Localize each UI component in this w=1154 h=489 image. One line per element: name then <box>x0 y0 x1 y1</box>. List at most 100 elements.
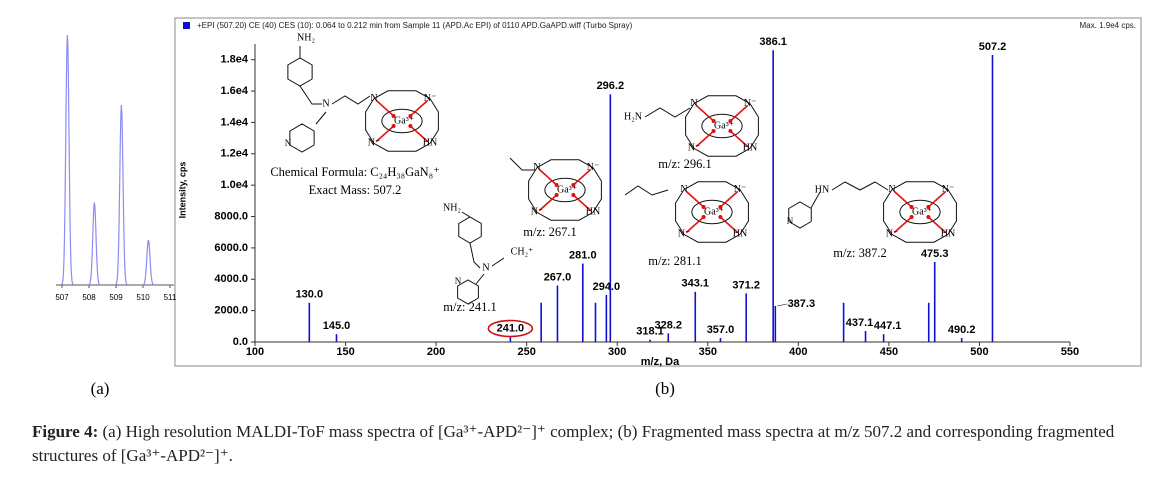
atom-label: N⁻ <box>942 184 955 195</box>
atom-label: N <box>533 162 540 173</box>
coordination-arrow <box>685 216 705 234</box>
pyridine-ring <box>788 201 812 229</box>
coordination-arrow <box>409 99 429 117</box>
atom-label: HN <box>941 229 955 240</box>
arrow-head <box>554 182 559 187</box>
atom-label: N⁻ <box>678 229 691 240</box>
fragment-label: m/z: 241.1 <box>443 300 496 314</box>
peak-label: 318.1 <box>636 326 664 338</box>
arrow-head <box>701 204 706 209</box>
metal-circle <box>544 177 586 203</box>
x-tick-label: 507 <box>55 293 69 302</box>
y-tick-label: 0.0 <box>233 336 248 348</box>
atom-label: Ga³⁺ <box>704 206 724 217</box>
isotope-peak <box>60 34 74 286</box>
peak-label: 357.0 <box>707 324 735 336</box>
bond <box>831 181 889 191</box>
panel-label: (a) <box>91 379 110 398</box>
panel-label: (b) <box>655 379 675 398</box>
x-tick-label: 250 <box>517 346 535 358</box>
atom-label: N⁻ <box>424 93 437 104</box>
peak-label: 145.0 <box>323 320 351 332</box>
x-tick-label: 350 <box>699 346 717 358</box>
x-tick-label: 100 <box>246 346 264 358</box>
coordination-arrow <box>538 168 558 186</box>
isotope-peak <box>88 202 101 286</box>
x-tick-label: 508 <box>82 293 96 302</box>
atom-label: N⁻ <box>744 98 757 109</box>
caption-lead: Figure 4: <box>32 422 99 441</box>
pyridine-ring <box>287 57 313 87</box>
coordination-arrow <box>729 130 749 148</box>
bond <box>299 85 322 105</box>
caption: Figure 4: (a) High resolution MALDI-ToF … <box>32 420 1122 468</box>
coordination-arrow <box>375 99 395 117</box>
coordination-arrow <box>927 190 947 208</box>
isotope-peak <box>142 239 155 286</box>
arrow-head <box>926 215 931 220</box>
bond <box>509 157 535 171</box>
figure: +EPI (507.20) CE (40) CES (10): 0.064 to… <box>55 17 1142 398</box>
x-tick-label: 200 <box>427 346 445 358</box>
arrow-head <box>391 113 396 118</box>
arrow-head <box>728 118 733 123</box>
peak-label: 490.2 <box>948 324 976 336</box>
y-tick-label: 2000.0 <box>214 305 248 317</box>
atom-label: N <box>690 98 697 109</box>
atom-label: N⁻ <box>734 184 747 195</box>
coordination-arrow <box>719 216 739 234</box>
fragment-label: m/z: 296.1 <box>658 157 711 171</box>
fragment-label: m/z: 267.1 <box>523 225 576 239</box>
arrow-head <box>408 124 413 129</box>
metal-circle <box>381 108 423 134</box>
coordination-arrow <box>572 168 592 186</box>
bond <box>315 111 327 125</box>
bond <box>491 257 505 267</box>
peak-label: 387.3 <box>788 298 816 310</box>
cyclen-ring <box>675 181 749 243</box>
coordination-arrow <box>409 125 429 143</box>
pyridine-ring <box>458 216 482 244</box>
arrow-head <box>728 129 733 134</box>
coordination-arrow <box>375 125 395 143</box>
bond <box>644 107 691 118</box>
atom-label: NH₂ <box>443 202 461 213</box>
bond <box>475 273 485 285</box>
y-tick-label: 4000.0 <box>214 273 248 285</box>
peak-label: 130.0 <box>296 289 324 301</box>
coordination-arrow <box>685 190 705 208</box>
y-axis-title: Intensity, cps <box>177 162 187 219</box>
atom-label: HN <box>815 184 829 195</box>
atom-label: N <box>888 184 895 195</box>
header-icon <box>183 22 190 29</box>
arrow-head <box>909 215 914 220</box>
x-axis-title: m/z, Da <box>641 356 680 368</box>
atom-label: N <box>285 138 292 148</box>
bond <box>331 95 371 105</box>
metal-circle <box>701 113 743 139</box>
y-tick-label: 8000.0 <box>214 210 248 222</box>
max-note: Max. 1.9e4 cps. <box>1080 21 1136 30</box>
atom-label: N <box>322 98 329 109</box>
x-tick-label: 450 <box>880 346 898 358</box>
peak-label: 437.1 <box>846 317 874 329</box>
atom-label: N <box>455 276 462 286</box>
atom-label: N <box>680 184 687 195</box>
peak-label: 386.1 <box>759 36 787 48</box>
x-tick-label: 400 <box>789 346 807 358</box>
arrow-head <box>718 204 723 209</box>
arrow-head <box>711 129 716 134</box>
bond <box>624 185 669 196</box>
bond <box>810 191 821 209</box>
arrow-head <box>909 204 914 209</box>
coordination-arrow <box>695 130 715 148</box>
atom-label: N⁻ <box>531 207 544 218</box>
exact-mass: Exact Mass: 507.2 <box>309 183 402 197</box>
leader <box>777 303 788 307</box>
peak-label: 507.2 <box>979 41 1007 53</box>
y-tick-label: 1.2e4 <box>220 148 248 160</box>
coordination-arrow <box>572 194 592 212</box>
arrow-head <box>718 215 723 220</box>
y-tick-label: 1.8e4 <box>220 54 248 66</box>
coordination-arrow <box>927 216 947 234</box>
